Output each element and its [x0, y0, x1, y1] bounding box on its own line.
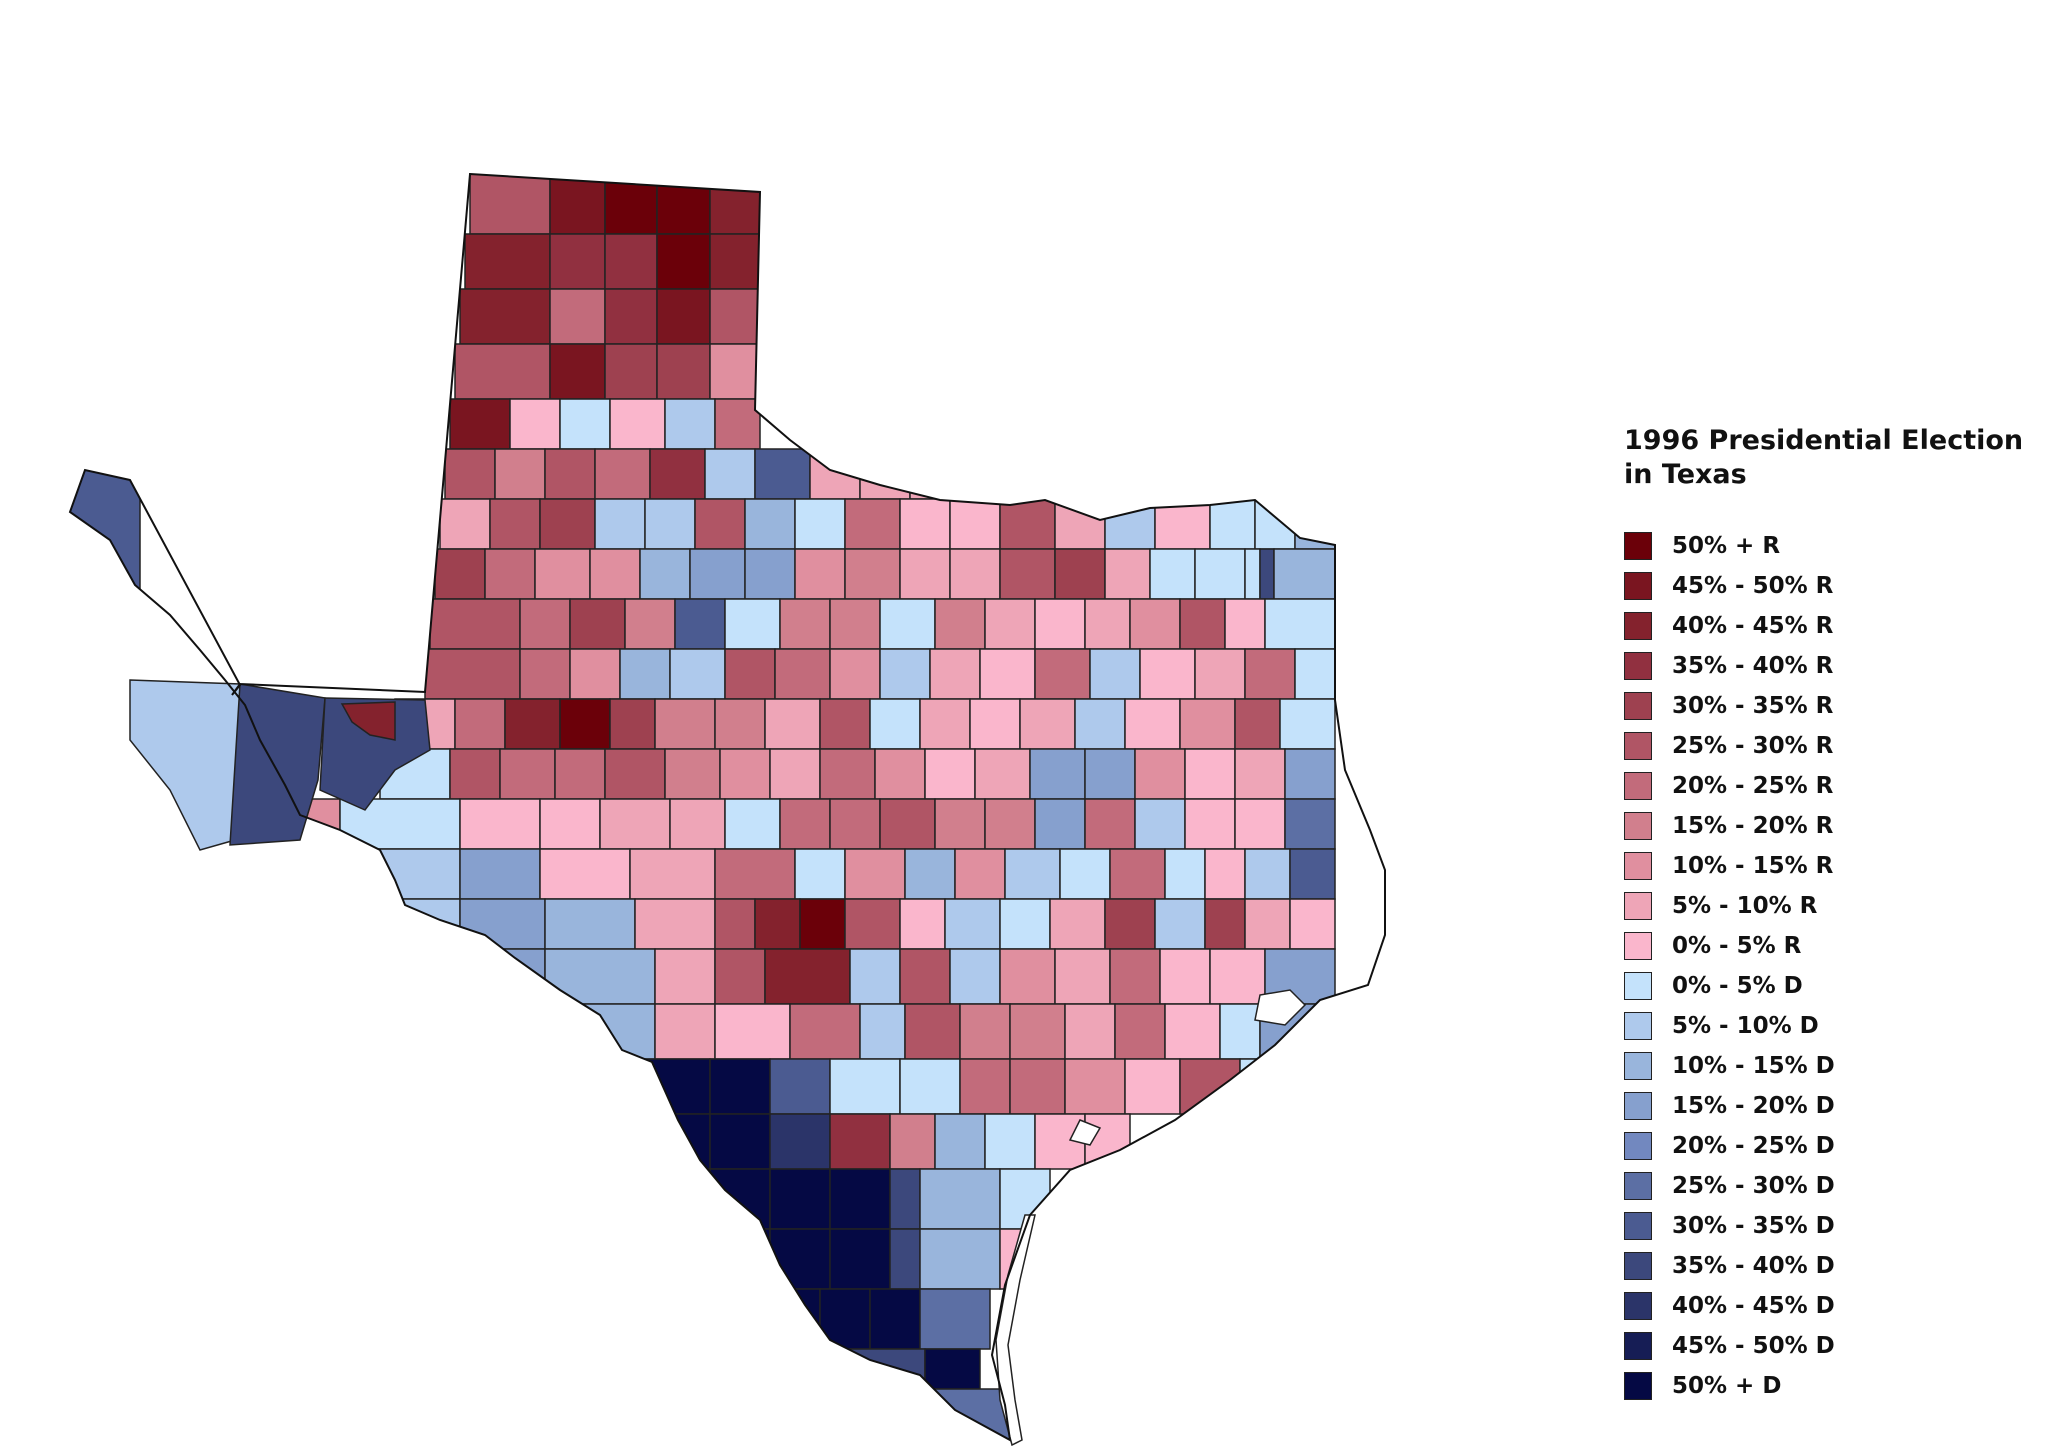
legend-item: 25% - 30% D [1624, 1166, 2034, 1206]
legend-label: 40% - 45% D [1672, 1293, 1835, 1319]
legend-item: 15% - 20% D [1624, 1086, 2034, 1126]
legend-item: 50% + R [1624, 526, 2034, 566]
legend-item: 25% - 30% R [1624, 726, 2034, 766]
trans-pecos-counties [129, 679, 431, 851]
legend-swatch [1624, 692, 1652, 720]
legend-swatch [1624, 1372, 1652, 1400]
legend-swatch [1624, 1132, 1652, 1160]
legend-label: 30% - 35% R [1672, 693, 1834, 719]
legend-item: 50% + D [1624, 1366, 2034, 1406]
legend-item: 40% - 45% R [1624, 606, 2034, 646]
legend-title-line-1: 1996 Presidential Election [1624, 425, 2024, 456]
legend-label: 45% - 50% R [1672, 573, 1834, 599]
legend-swatch [1624, 1172, 1652, 1200]
legend-swatch [1624, 1252, 1652, 1280]
legend-label: 30% - 35% D [1672, 1213, 1835, 1239]
legend-item: 0% - 5% D [1624, 966, 2034, 1006]
legend-swatch [1624, 572, 1652, 600]
legend-label: 10% - 15% D [1672, 1053, 1835, 1079]
legend-item: 20% - 25% D [1624, 1126, 2034, 1166]
legend-label: 35% - 40% D [1672, 1253, 1835, 1279]
legend-item: 35% - 40% R [1624, 646, 2034, 686]
legend-label: 10% - 15% R [1672, 853, 1834, 879]
legend-item: 0% - 5% R [1624, 926, 2034, 966]
legend-swatch [1624, 972, 1652, 1000]
legend-item: 20% - 25% R [1624, 766, 2034, 806]
legend-label: 50% + D [1672, 1373, 1782, 1399]
legend-swatch [1624, 732, 1652, 760]
legend-swatch [1624, 652, 1652, 680]
legend-swatch [1624, 932, 1652, 960]
legend-swatch [1624, 1052, 1652, 1080]
legend-item: 30% - 35% R [1624, 686, 2034, 726]
legend-label: 25% - 30% D [1672, 1173, 1835, 1199]
legend-label: 25% - 30% R [1672, 733, 1834, 759]
legend-swatch [1624, 1212, 1652, 1240]
legend-item: 5% - 10% D [1624, 1006, 2034, 1046]
legend-item: 35% - 40% D [1624, 1246, 2034, 1286]
legend-swatch [1624, 812, 1652, 840]
legend-label: 40% - 45% R [1672, 613, 1834, 639]
legend-swatch [1624, 1012, 1652, 1040]
legend-item: 40% - 45% D [1624, 1286, 2034, 1326]
map-legend: 1996 Presidential Election in Texas 50% … [1624, 424, 2034, 1406]
legend-swatch [1624, 532, 1652, 560]
legend-swatch [1624, 772, 1652, 800]
legend-item: 10% - 15% R [1624, 846, 2034, 886]
legend-label: 5% - 10% D [1672, 1013, 1819, 1039]
legend-title-line-2: in Texas [1624, 459, 1747, 490]
legend-label: 20% - 25% D [1672, 1133, 1835, 1159]
legend-label: 50% + R [1672, 533, 1781, 559]
legend-label: 45% - 50% D [1672, 1333, 1835, 1359]
legend-swatch [1624, 892, 1652, 920]
legend-swatch [1624, 1332, 1652, 1360]
legend-item: 5% - 10% R [1624, 886, 2034, 926]
legend-item: 15% - 20% R [1624, 806, 2034, 846]
legend-label: 0% - 5% D [1672, 973, 1803, 999]
legend-label: 15% - 20% D [1672, 1093, 1835, 1119]
legend-item: 10% - 15% D [1624, 1046, 2034, 1086]
legend-item: 30% - 35% D [1624, 1206, 2034, 1246]
legend-swatch [1624, 612, 1652, 640]
legend-label: 5% - 10% R [1672, 893, 1818, 919]
texas-state-outline [68, 172, 1386, 1442]
legend-label: 20% - 25% R [1672, 773, 1834, 799]
legend-item: 45% - 50% D [1624, 1326, 2034, 1366]
legend-item: 45% - 50% R [1624, 566, 2034, 606]
legend-swatch [1624, 1292, 1652, 1320]
legend-swatch [1624, 1092, 1652, 1120]
gulf-coast-water [995, 989, 1307, 1446]
legend-label: 0% - 5% R [1672, 933, 1802, 959]
legend-list: 50% + R 45% - 50% R 40% - 45% R 35% - 40% R… [1624, 526, 2034, 1406]
legend-title: 1996 Presidential Election in Texas [1624, 424, 2034, 492]
legend-label: 15% - 20% R [1672, 813, 1834, 839]
legend-label: 35% - 40% R [1672, 653, 1834, 679]
legend-swatch [1624, 852, 1652, 880]
